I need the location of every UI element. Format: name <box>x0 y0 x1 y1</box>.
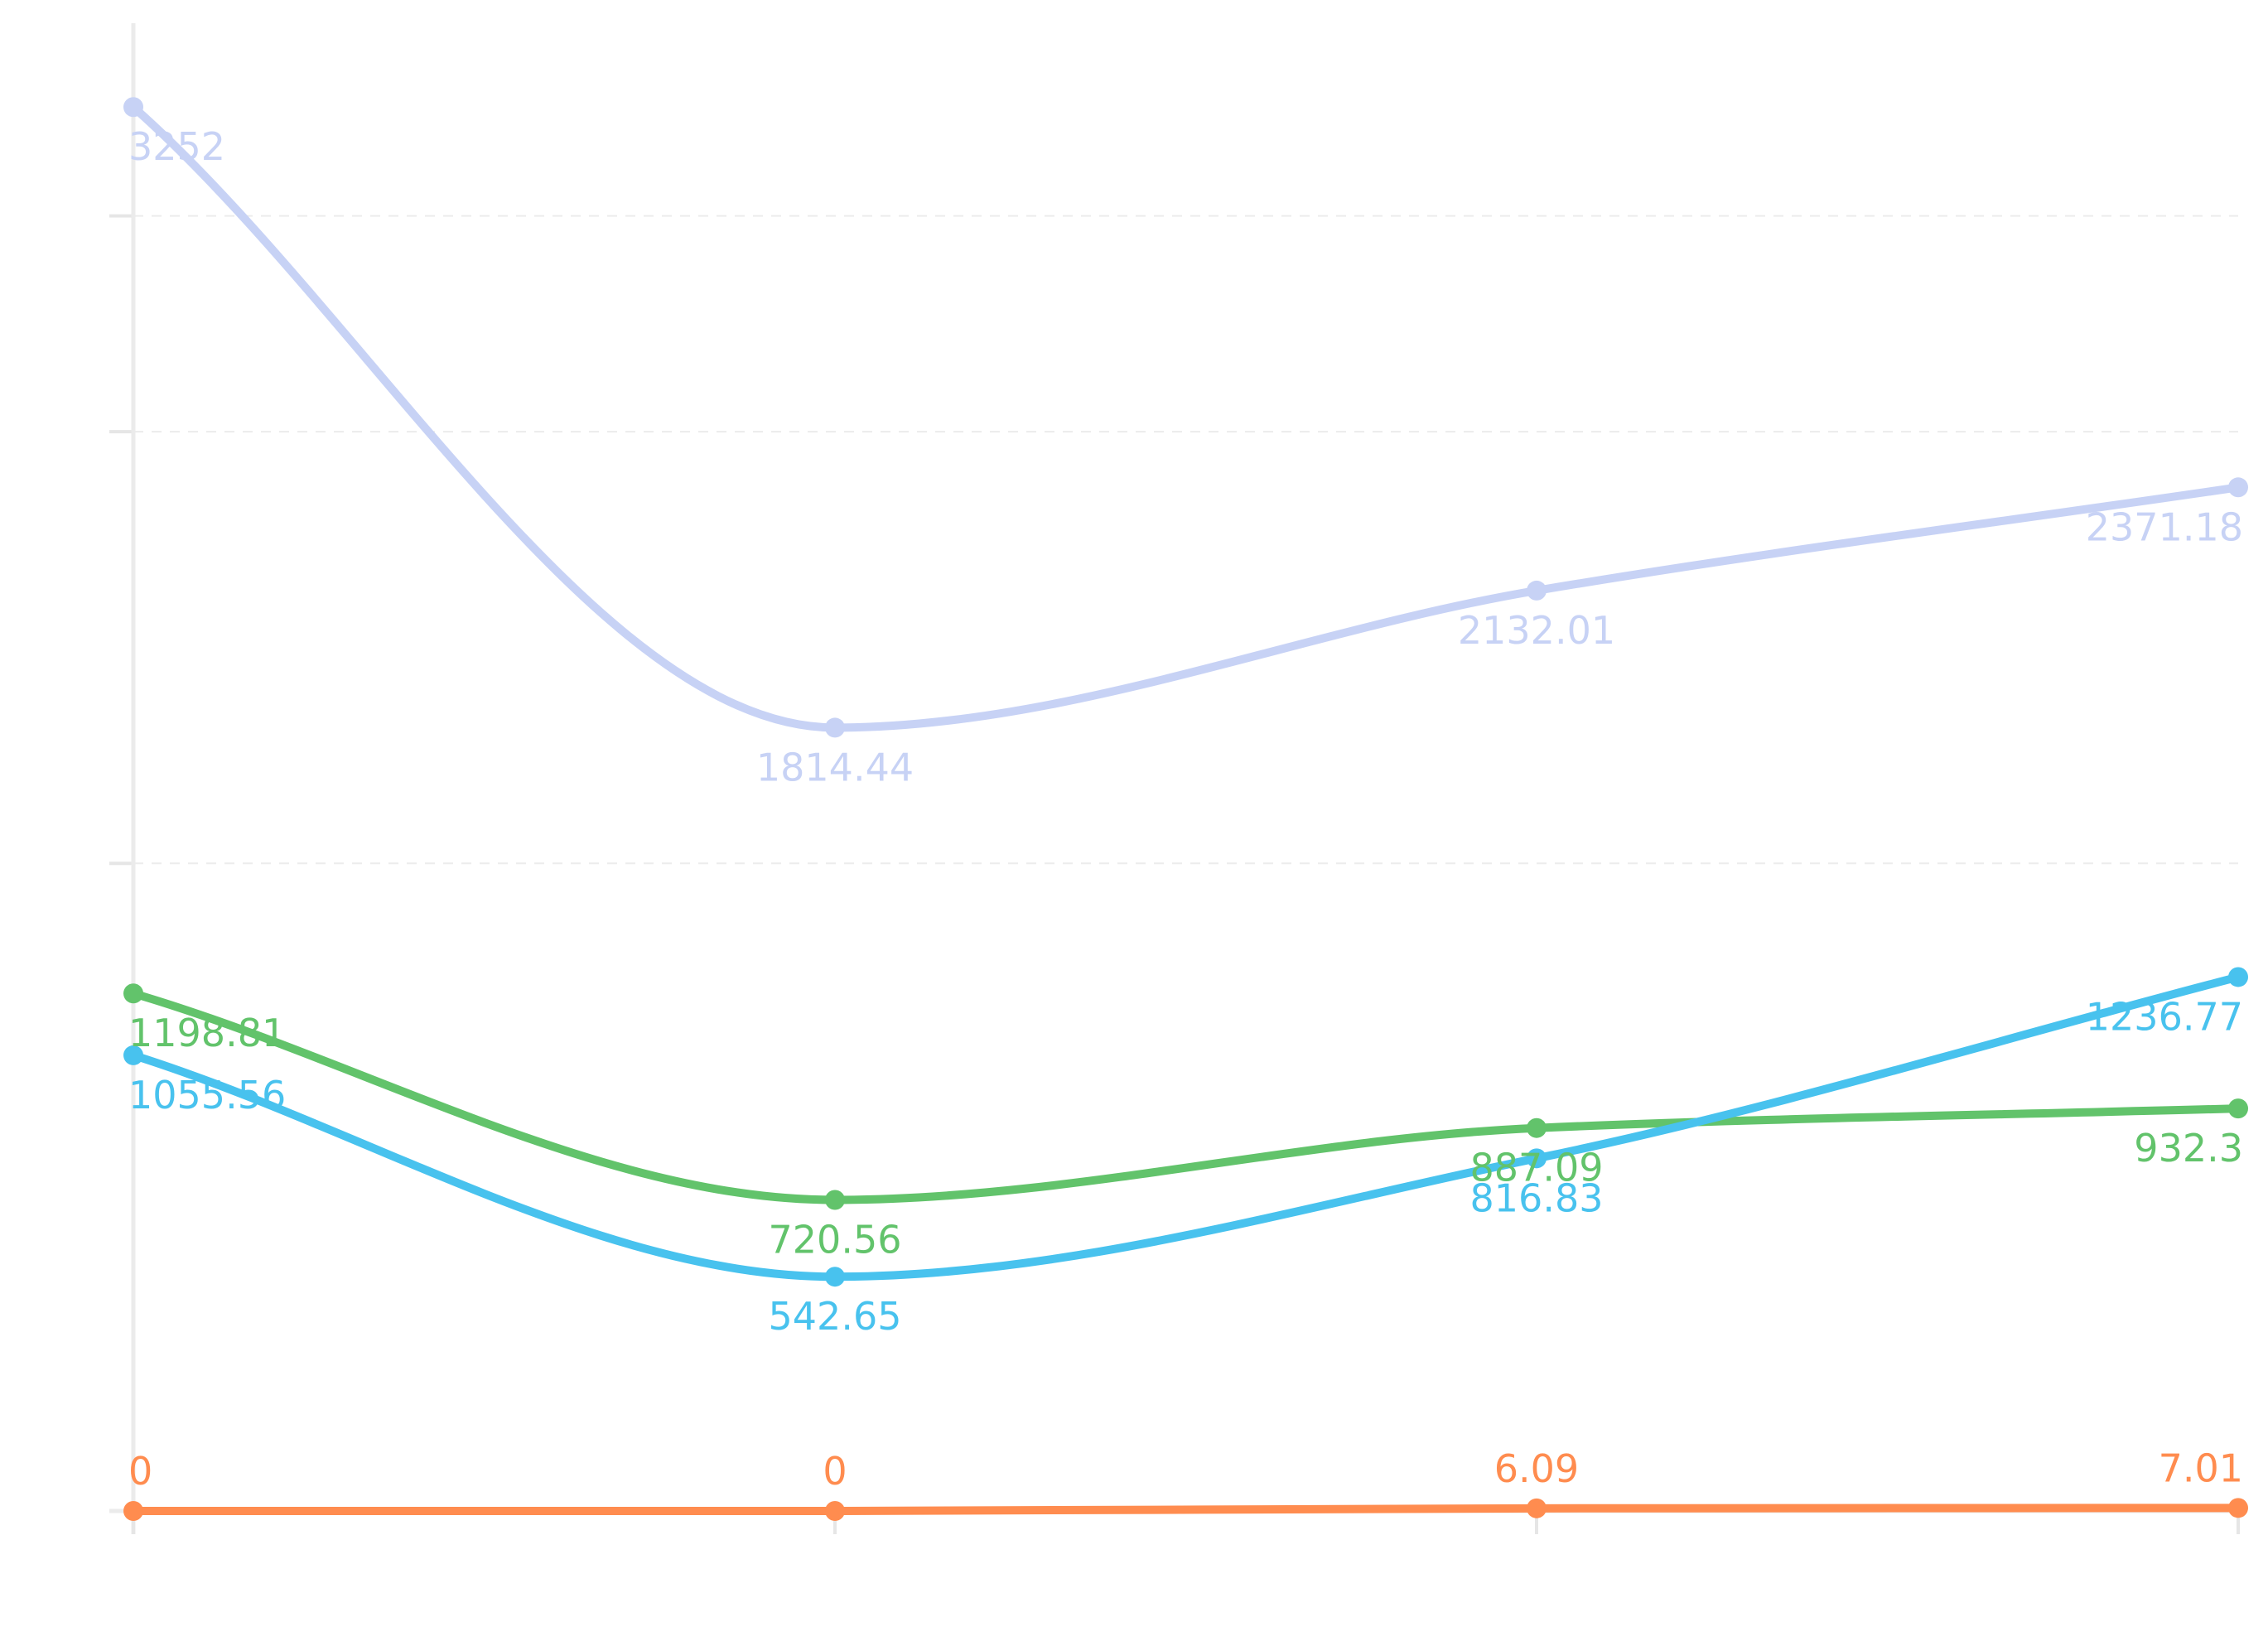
data-label: 887.09 <box>1470 1146 1604 1190</box>
data-point[interactable] <box>825 1501 845 1521</box>
data-point[interactable] <box>1527 1498 1547 1518</box>
gridlines <box>133 215 2238 865</box>
series-line-1 <box>129 989 2242 1204</box>
data-label: 1198.81 <box>128 1011 286 1055</box>
data-point[interactable] <box>123 983 143 1004</box>
data-labels: 3252 1814.44 2132.01 2371.18 1198.81 720.56 88… <box>128 124 2243 1494</box>
data-label: 6.09 <box>1494 1446 1579 1491</box>
data-label: 2371.18 <box>2086 504 2243 549</box>
data-point[interactable] <box>123 1045 143 1065</box>
axes <box>109 23 2240 1534</box>
data-label: 1814.44 <box>756 745 914 789</box>
data-label: 720.56 <box>769 1217 902 1262</box>
data-label: 932.3 <box>2134 1126 2243 1171</box>
data-label: 1236.77 <box>2086 994 2243 1039</box>
data-point[interactable] <box>1527 1148 1547 1169</box>
series-line-2 <box>129 973 2242 1282</box>
data-label: 816.83 <box>1470 1175 1604 1220</box>
data-point[interactable] <box>2228 1098 2248 1119</box>
data-label: 0 <box>128 1449 152 1494</box>
data-point[interactable] <box>123 1501 143 1521</box>
series-line-3 <box>129 1504 2242 1516</box>
data-point[interactable] <box>825 717 845 738</box>
data-point[interactable] <box>1527 1117 1547 1138</box>
data-point[interactable] <box>123 97 143 118</box>
data-point[interactable] <box>2228 967 2248 987</box>
data-label: 3252 <box>128 124 225 169</box>
data-label: 542.65 <box>769 1294 902 1339</box>
data-label: 2132.01 <box>1458 608 1615 653</box>
data-point[interactable] <box>825 1190 845 1210</box>
data-label: 1055.56 <box>128 1073 286 1117</box>
data-point[interactable] <box>2228 477 2248 498</box>
data-label: 0 <box>823 1449 847 1494</box>
data-point[interactable] <box>1527 580 1547 601</box>
series-lines <box>123 97 2248 1521</box>
series-line-0 <box>129 103 2242 732</box>
data-label: 7.01 <box>2159 1446 2243 1490</box>
data-point[interactable] <box>2228 1498 2248 1518</box>
data-point[interactable] <box>825 1267 845 1287</box>
